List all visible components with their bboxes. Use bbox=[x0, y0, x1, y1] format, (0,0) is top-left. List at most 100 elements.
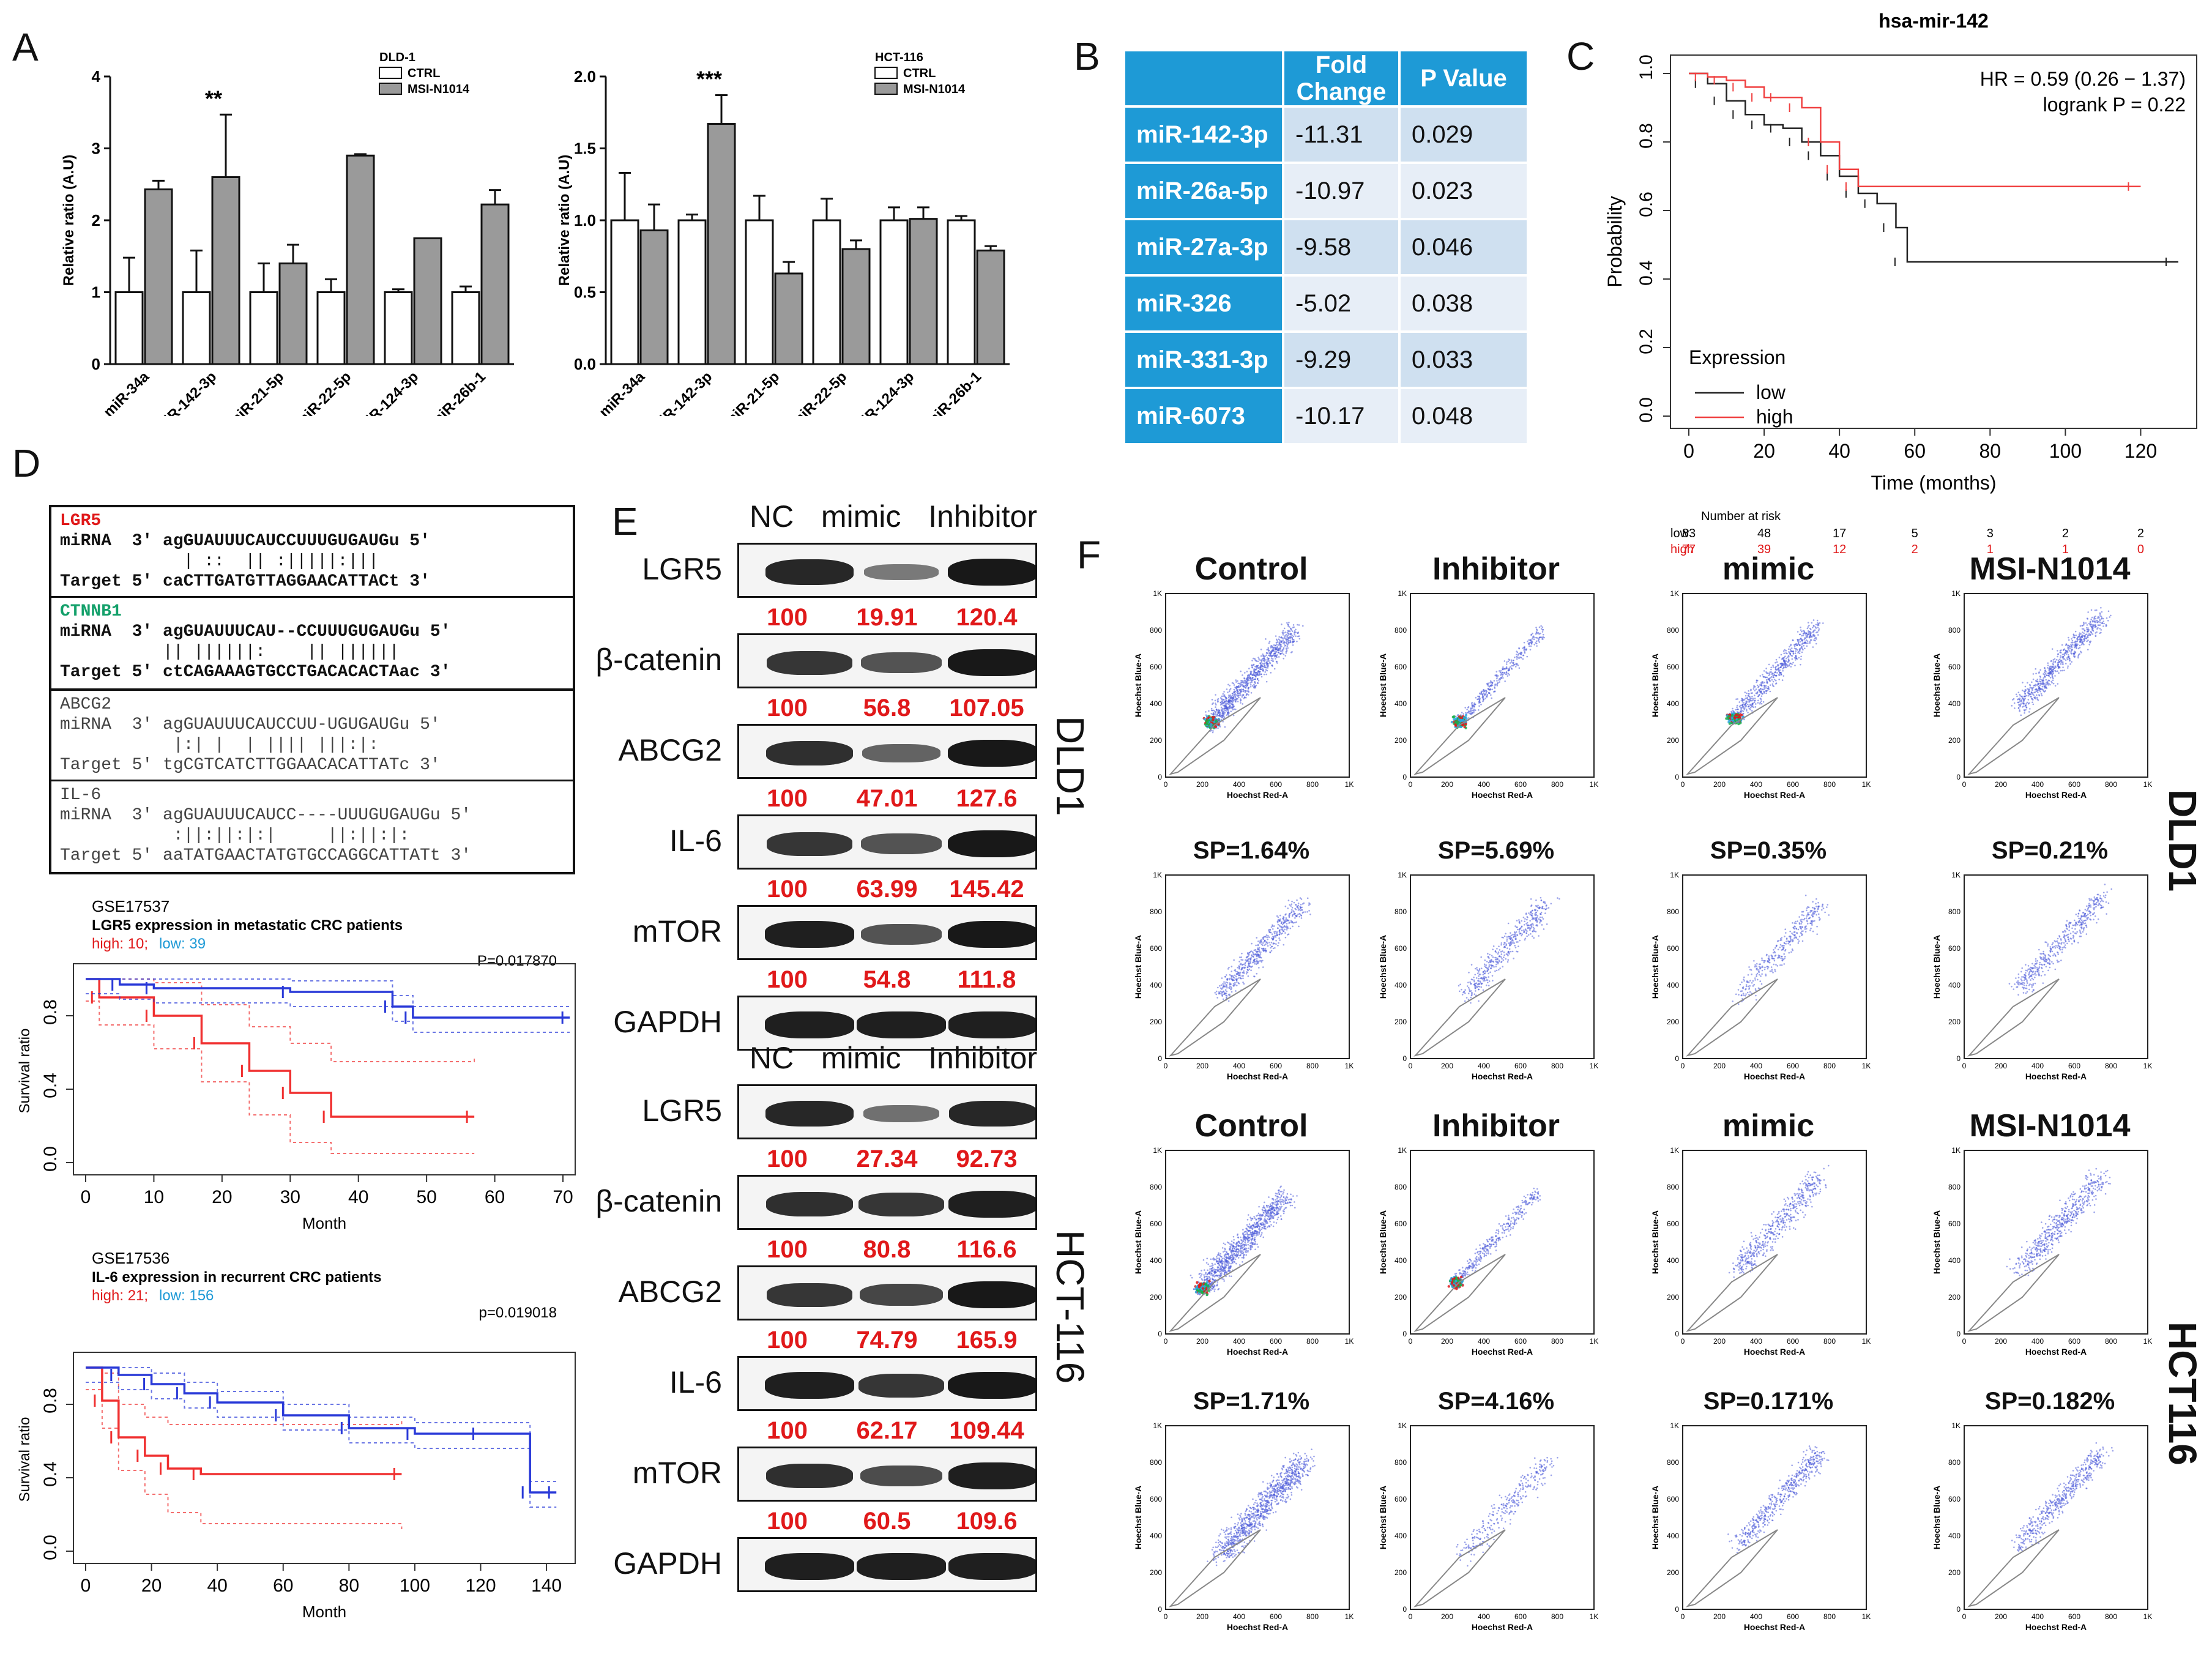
event-dot bbox=[1544, 901, 1546, 903]
risk-value-low: 2 bbox=[2062, 527, 2069, 540]
mirna-sequence: miRNA 3' agGUAUUUCAUCCUU-UGUGAUGu 5' bbox=[60, 715, 441, 734]
event-dot bbox=[2065, 659, 2067, 661]
event-dot bbox=[2038, 689, 2041, 691]
event-dot bbox=[2019, 704, 2021, 706]
blot-band bbox=[948, 830, 1035, 858]
event-dot bbox=[2052, 671, 2054, 672]
x-tick-label: 800 bbox=[1823, 1062, 1836, 1070]
event-dot bbox=[1791, 932, 1793, 934]
event-dot bbox=[1529, 920, 1531, 922]
quantification-value: 100 bbox=[767, 1236, 808, 1263]
event-dot bbox=[1220, 990, 1222, 993]
event-dot bbox=[1284, 635, 1286, 637]
event-dot bbox=[1795, 657, 1797, 659]
event-dot bbox=[2077, 636, 2079, 638]
event-dot bbox=[1745, 985, 1748, 988]
event-dot bbox=[1500, 951, 1502, 953]
event-dot-dense bbox=[1465, 717, 1468, 720]
event-dot bbox=[1516, 655, 1517, 658]
event-dot bbox=[1220, 993, 1222, 995]
event-dot bbox=[1476, 967, 1478, 969]
event-dot bbox=[2030, 691, 2033, 694]
event-dot bbox=[2093, 617, 2096, 619]
event-dot bbox=[1762, 959, 1765, 962]
event-dot bbox=[1760, 684, 1762, 687]
event-dot bbox=[2087, 629, 2088, 631]
event-dot bbox=[2024, 710, 2026, 712]
event-dot bbox=[1235, 694, 1237, 696]
event-dot bbox=[1229, 702, 1231, 705]
event-dot bbox=[1245, 678, 1247, 680]
gene-name: IL-6 bbox=[60, 786, 102, 805]
event-dot bbox=[1220, 984, 1223, 986]
event-dot bbox=[1747, 712, 1749, 713]
event-dot bbox=[1741, 698, 1743, 700]
event-dot bbox=[1221, 703, 1223, 705]
event-dot bbox=[1281, 932, 1284, 934]
event-dot bbox=[1269, 944, 1272, 946]
table-cell: -10.97 bbox=[1284, 164, 1398, 218]
event-dot bbox=[1818, 628, 1820, 630]
event-dot bbox=[1540, 896, 1542, 899]
blot-strip bbox=[737, 1447, 1037, 1502]
event-dot bbox=[1287, 919, 1290, 922]
event-dot bbox=[1292, 624, 1295, 626]
event-dot bbox=[1533, 928, 1535, 930]
event-dot bbox=[1541, 631, 1544, 633]
event-dot bbox=[1492, 961, 1495, 963]
event-dot bbox=[1216, 709, 1218, 711]
event-dot bbox=[1797, 920, 1798, 922]
event-dot bbox=[1520, 927, 1522, 929]
y-tick-label: 800 bbox=[1667, 907, 1679, 916]
event-dot bbox=[1474, 974, 1477, 976]
mirna-sequence: miRNA 3' agGUAUUUCAUCCUUUGUGAUGu 5' bbox=[60, 532, 430, 551]
quantification-value: 74.79 bbox=[856, 1327, 918, 1354]
event-dot bbox=[1484, 976, 1486, 978]
event-dot bbox=[1499, 671, 1502, 673]
event-dot bbox=[1281, 646, 1283, 647]
event-dot bbox=[1220, 710, 1223, 712]
event-dot bbox=[1299, 908, 1301, 911]
event-dot bbox=[1261, 665, 1264, 668]
event-dot bbox=[1226, 986, 1228, 989]
event-dot bbox=[2098, 624, 2100, 627]
event-dot bbox=[1245, 696, 1247, 699]
event-dot bbox=[2054, 660, 2057, 663]
event-dot bbox=[1297, 907, 1299, 909]
event-dot bbox=[1756, 975, 1757, 978]
event-dot bbox=[1502, 671, 1504, 674]
event-dot bbox=[1806, 627, 1809, 630]
event-dot bbox=[1786, 665, 1789, 668]
event-dot bbox=[2012, 699, 2014, 701]
event-dot bbox=[2100, 629, 2102, 631]
event-dot bbox=[1528, 912, 1530, 914]
event-dot bbox=[2089, 621, 2091, 624]
event-dot bbox=[1812, 915, 1814, 917]
event-dot bbox=[1214, 713, 1216, 715]
event-dot bbox=[1782, 658, 1785, 661]
event-dot bbox=[1535, 631, 1538, 633]
event-dot bbox=[1284, 914, 1286, 916]
event-dot bbox=[1806, 640, 1809, 642]
event-dot bbox=[2019, 697, 2021, 699]
event-dot bbox=[2062, 663, 2064, 666]
y-tick-label: 0.2 bbox=[1636, 329, 1656, 354]
event-dot bbox=[1776, 661, 1778, 663]
event-dot bbox=[1258, 951, 1261, 953]
event-dot bbox=[2101, 622, 2104, 624]
y-tick-label: 800 bbox=[1667, 626, 1679, 635]
event-dot bbox=[1541, 636, 1543, 639]
event-dot bbox=[1238, 682, 1240, 685]
event-dot bbox=[1736, 708, 1738, 710]
x-tick-label: 0 bbox=[1409, 780, 1413, 789]
event-dot bbox=[1254, 659, 1256, 661]
event-dot bbox=[1221, 715, 1223, 717]
event-dot bbox=[1473, 979, 1475, 981]
event-dot bbox=[1242, 674, 1243, 676]
event-dot bbox=[1815, 636, 1817, 639]
event-dot bbox=[1508, 950, 1510, 953]
event-dot bbox=[1749, 709, 1751, 710]
event-dot bbox=[1264, 660, 1265, 663]
event-dot bbox=[1516, 651, 1519, 654]
y-tick-label: 0.0 bbox=[40, 1146, 61, 1172]
